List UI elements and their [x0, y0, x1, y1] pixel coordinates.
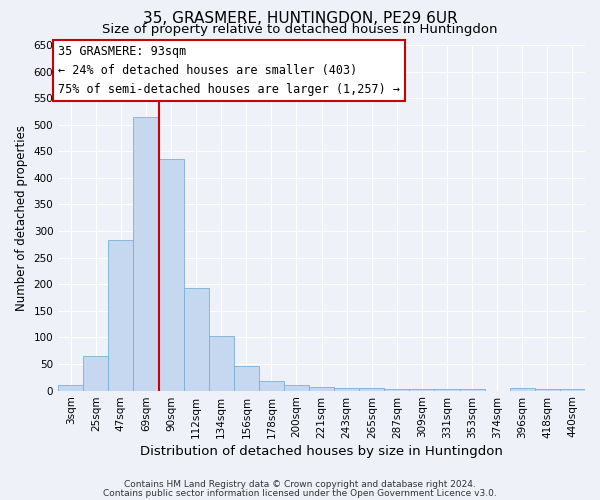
- Bar: [460, 389, 485, 390]
- Bar: [259, 381, 284, 390]
- X-axis label: Distribution of detached houses by size in Huntingdon: Distribution of detached houses by size …: [140, 444, 503, 458]
- Text: 35 GRASMERE: 93sqm
← 24% of detached houses are smaller (403)
75% of semi-detach: 35 GRASMERE: 93sqm ← 24% of detached hou…: [58, 45, 400, 96]
- Bar: [309, 387, 334, 390]
- Bar: [58, 386, 83, 390]
- Bar: [359, 388, 385, 390]
- Bar: [385, 389, 409, 390]
- Bar: [434, 389, 460, 390]
- Bar: [510, 388, 535, 390]
- Text: Size of property relative to detached houses in Huntingdon: Size of property relative to detached ho…: [102, 22, 498, 36]
- Bar: [535, 389, 560, 390]
- Bar: [209, 336, 234, 390]
- Text: Contains HM Land Registry data © Crown copyright and database right 2024.: Contains HM Land Registry data © Crown c…: [124, 480, 476, 489]
- Text: Contains public sector information licensed under the Open Government Licence v3: Contains public sector information licen…: [103, 489, 497, 498]
- Bar: [334, 388, 359, 390]
- Bar: [109, 240, 133, 390]
- Bar: [284, 386, 309, 390]
- Bar: [184, 288, 209, 390]
- Bar: [234, 366, 259, 390]
- Bar: [133, 117, 158, 390]
- Y-axis label: Number of detached properties: Number of detached properties: [15, 125, 28, 311]
- Bar: [158, 160, 184, 390]
- Bar: [560, 389, 585, 390]
- Text: 35, GRASMERE, HUNTINGDON, PE29 6UR: 35, GRASMERE, HUNTINGDON, PE29 6UR: [143, 11, 457, 26]
- Bar: [83, 356, 109, 390]
- Bar: [409, 389, 434, 390]
